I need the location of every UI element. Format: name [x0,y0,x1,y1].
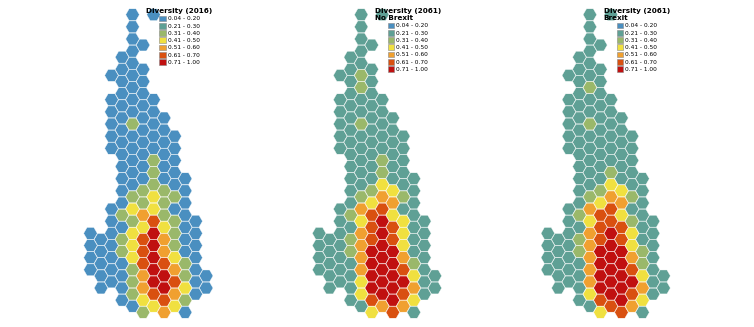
Legend: 0.04 - 0.20, 0.21 - 0.30, 0.31 - 0.40, 0.41 - 0.50, 0.51 - 0.60, 0.61 - 0.70, 0.: 0.04 - 0.20, 0.21 - 0.30, 0.31 - 0.40, 0… [374,7,443,73]
Legend: 0.04 - 0.20, 0.21 - 0.30, 0.31 - 0.40, 0.41 - 0.50, 0.51 - 0.60, 0.61 - 0.70, 0.: 0.04 - 0.20, 0.21 - 0.30, 0.31 - 0.40, 0… [602,7,671,73]
Legend: 0.04 - 0.20, 0.21 - 0.30, 0.31 - 0.40, 0.41 - 0.50, 0.51 - 0.60, 0.61 - 0.70, 0.: 0.04 - 0.20, 0.21 - 0.30, 0.31 - 0.40, 0… [146,7,214,66]
